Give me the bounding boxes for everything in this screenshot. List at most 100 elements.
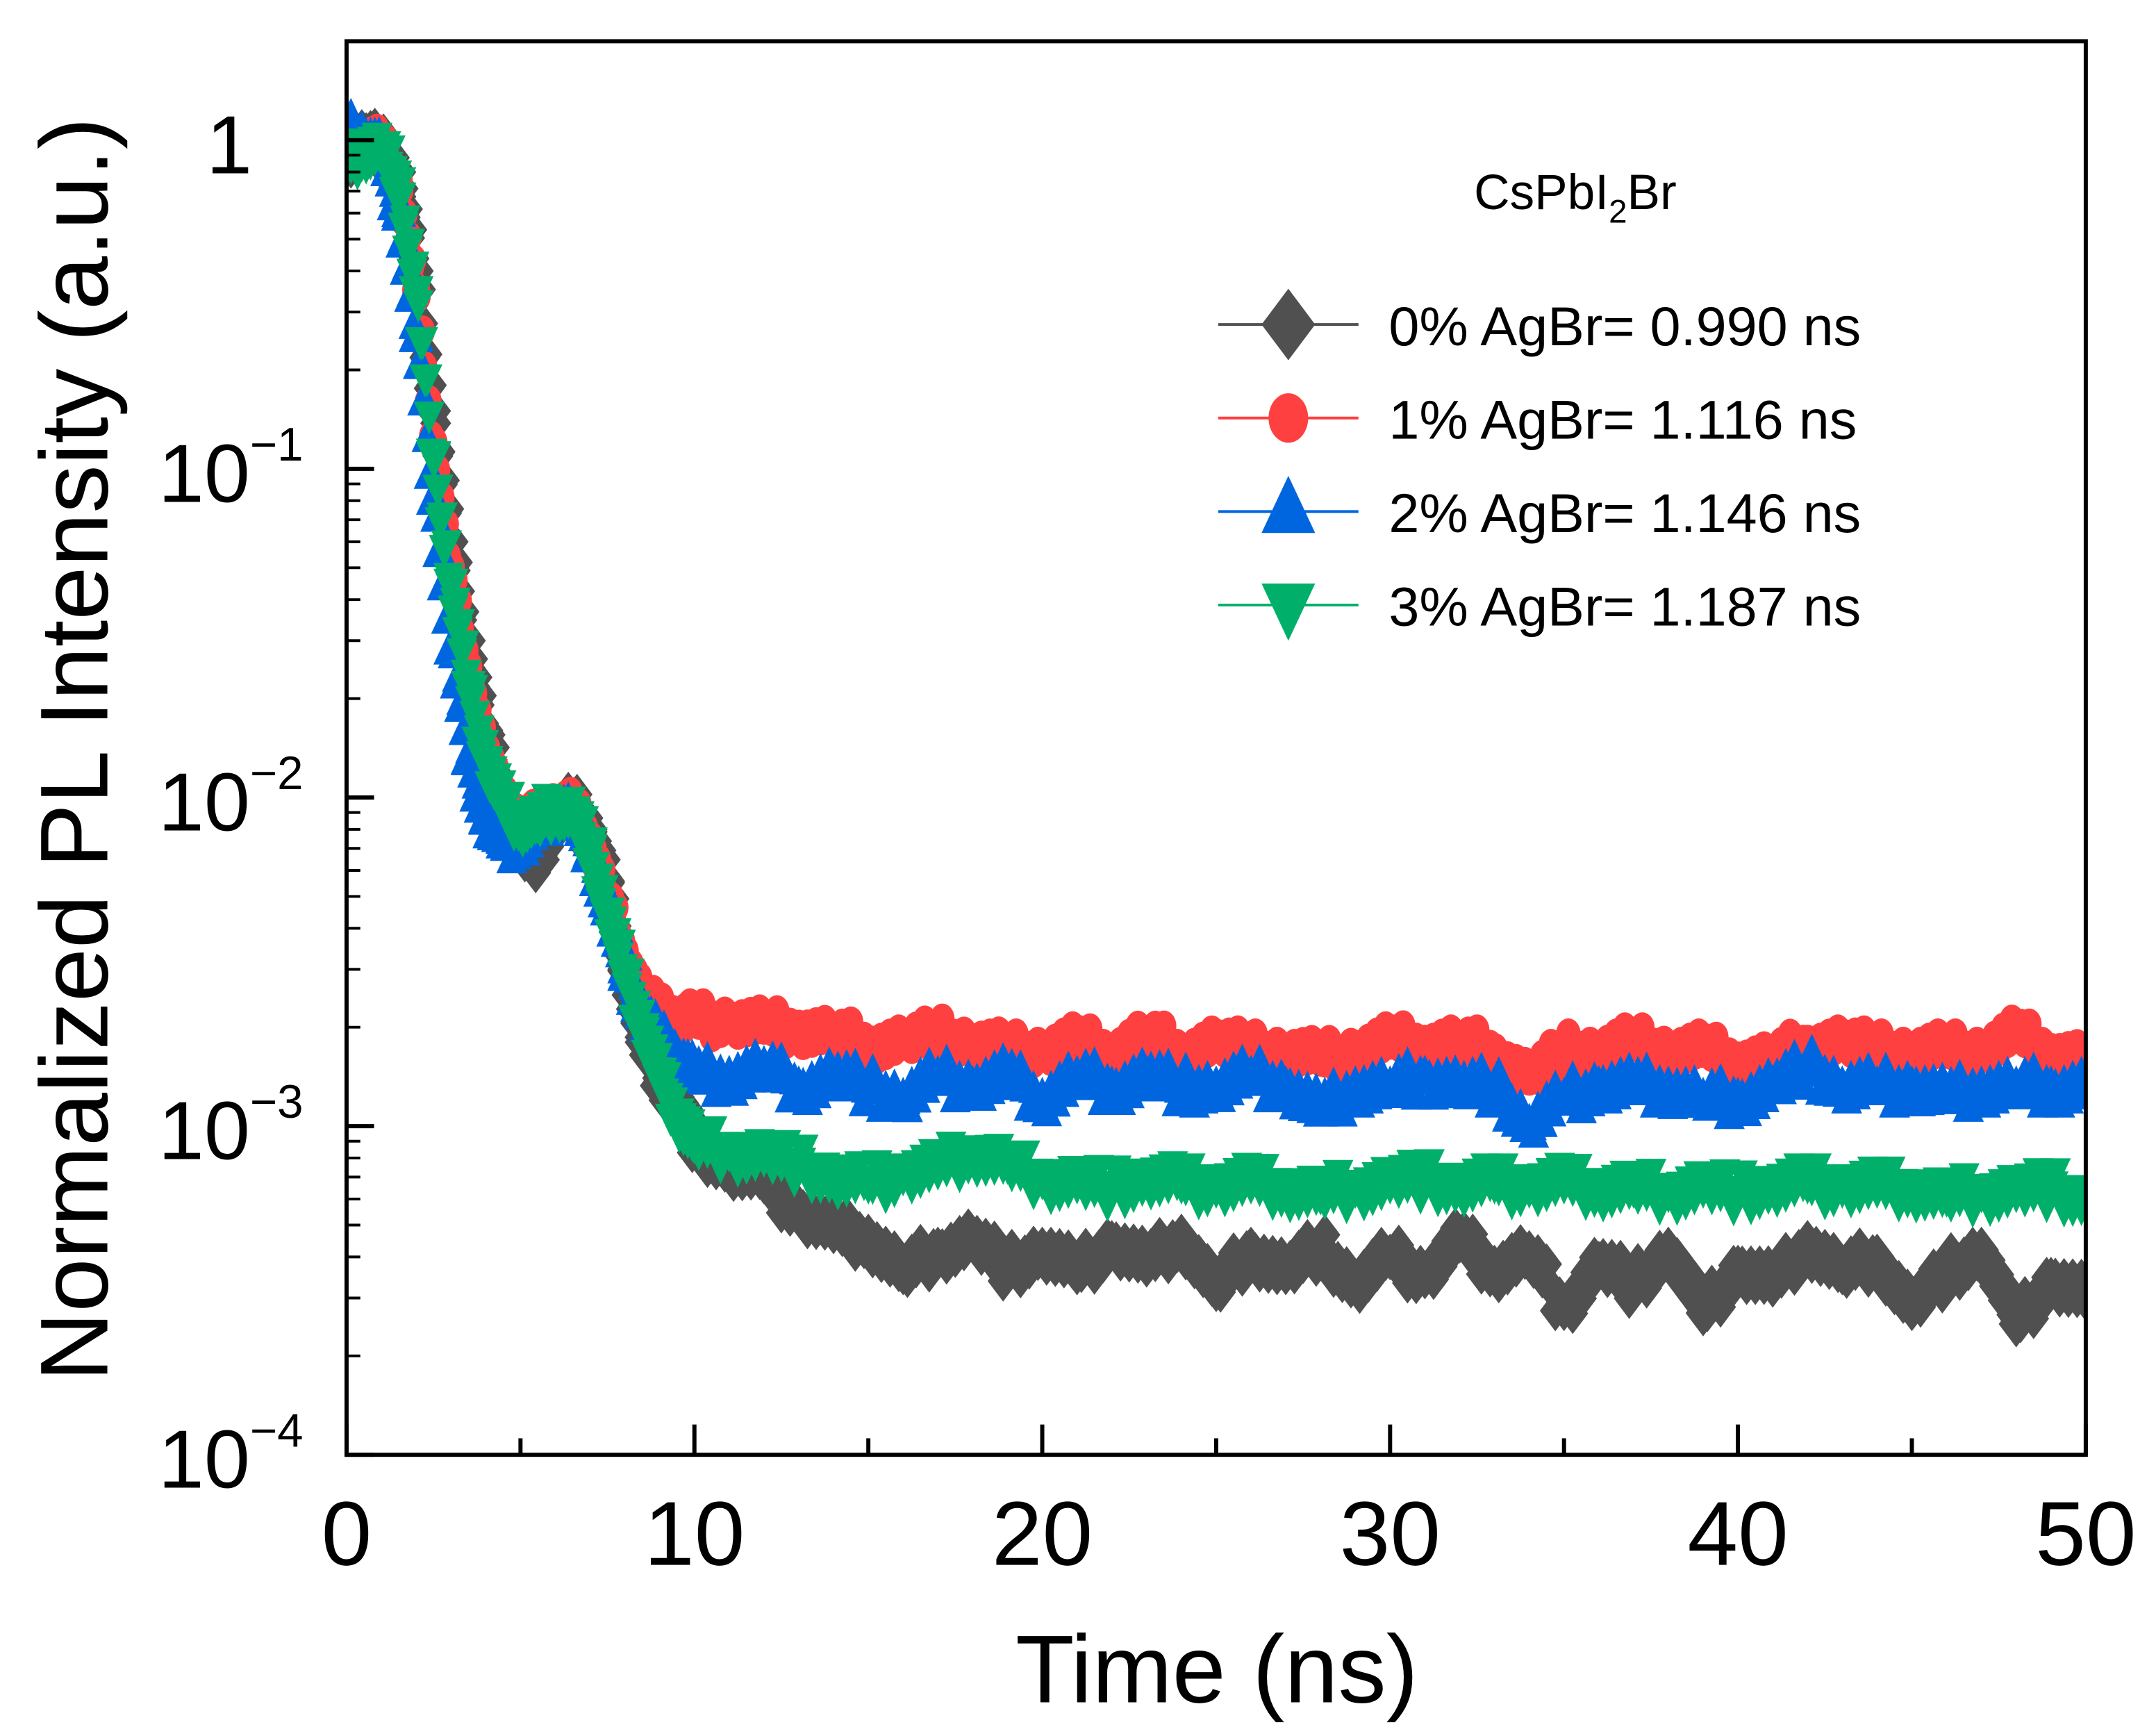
legend: 0% AgBr= 0.990 ns 1% AgBr= 1.116 ns 2% AgB… <box>1218 288 1861 641</box>
data-point <box>1063 1025 1091 1060</box>
legend-label: 2% AgBr= 1.146 ns <box>1388 482 1861 544</box>
y-tick-label: 1 <box>206 99 252 191</box>
legend-title: CsPbI2Br <box>1474 165 1677 231</box>
legend-entry: 1% AgBr= 1.116 ns <box>1218 388 1857 450</box>
data-point <box>990 1055 1025 1093</box>
data-point <box>2068 1274 2086 1322</box>
data-point <box>1376 1025 1404 1060</box>
y-axis: 1 10−1 10−2 10−3 10−4 <box>158 40 374 1506</box>
data-point <box>1268 1065 1304 1103</box>
data-point <box>784 1009 813 1045</box>
data-point <box>1271 1032 1300 1068</box>
data-point <box>850 1167 886 1205</box>
data-marker-interp <box>431 530 463 563</box>
x-tick-label: 10 <box>644 1483 745 1585</box>
data-point <box>746 1045 782 1082</box>
data-point <box>1302 1089 1338 1127</box>
y-tick-label: 10−4 <box>158 1405 304 1505</box>
data-point <box>1025 1226 1060 1274</box>
data-point <box>959 1025 987 1060</box>
data-marker-interp <box>426 502 458 536</box>
data-point <box>346 149 365 187</box>
data-marker-interp <box>398 251 430 285</box>
data-point <box>1894 1065 1930 1103</box>
data-point <box>1964 1226 1999 1274</box>
data-point <box>381 167 417 205</box>
data-point <box>1685 1171 1721 1209</box>
data-point <box>1619 1025 1648 1060</box>
data-point <box>1650 1226 1686 1274</box>
data-point <box>920 1055 956 1093</box>
data-point <box>1411 1025 1439 1060</box>
legend-label: 0% AgBr= 0.990 ns <box>1388 295 1861 357</box>
data-point <box>1442 1065 1477 1103</box>
data-point <box>1584 1032 1613 1068</box>
data-marker-interp <box>448 630 480 664</box>
data-point <box>1790 1167 1825 1205</box>
data-point <box>850 1065 886 1103</box>
data-point <box>659 1098 695 1136</box>
data-point <box>1720 1175 1756 1214</box>
data-point <box>1654 1032 1683 1068</box>
data-point <box>1515 1060 1543 1096</box>
data-point <box>433 568 469 606</box>
data-point <box>1859 1171 1895 1209</box>
data-point <box>1477 1244 1512 1292</box>
data-point <box>955 1135 990 1173</box>
data-point <box>1445 1025 1474 1060</box>
data-point <box>2033 1065 2069 1103</box>
data-point <box>1511 1230 1547 1277</box>
y-tick-label: 10−2 <box>158 747 304 848</box>
data-point <box>398 276 434 314</box>
x-tick-label: 0 <box>322 1483 372 1585</box>
data-point <box>1132 1016 1161 1052</box>
plot-marks <box>346 97 2086 1348</box>
data-point <box>781 1147 817 1185</box>
data-marker-interp <box>1079 1046 1110 1080</box>
data-marker-interp <box>588 875 619 909</box>
data-point <box>1407 1163 1443 1201</box>
data-marker-interp <box>394 229 425 262</box>
series-3 <box>346 122 2086 1228</box>
data-point <box>711 1135 747 1173</box>
data-point <box>1202 1025 1231 1060</box>
data-point <box>1059 1055 1095 1093</box>
data-point <box>854 1025 883 1060</box>
data-marker-interp <box>422 474 454 508</box>
data-point <box>680 1002 708 1038</box>
y-axis-label: Normalized PL Intensity (a.u.) <box>22 117 128 1382</box>
legend-label: 3% AgBr= 1.187 ns <box>1388 576 1861 638</box>
data-point <box>1477 1167 1512 1205</box>
data-point <box>885 1248 921 1296</box>
data-point <box>1546 1167 1582 1205</box>
y-tick-label: 10−1 <box>158 419 304 520</box>
data-point <box>642 1064 677 1102</box>
data-point <box>1129 1241 1165 1288</box>
data-point <box>1302 1223 1338 1271</box>
data-point <box>815 1163 852 1201</box>
data-point <box>572 834 608 872</box>
x-axis-label: Time (ns) <box>1015 1617 1418 1723</box>
data-point <box>1233 1226 1269 1274</box>
data-point <box>1341 1032 1370 1068</box>
data-point <box>1268 1248 1304 1296</box>
data-point <box>1511 1171 1547 1209</box>
data-point <box>889 1025 918 1060</box>
data-point <box>1550 1032 1578 1068</box>
data-point <box>1233 1055 1269 1093</box>
data-point <box>1929 1248 1964 1296</box>
data-point <box>1859 1065 1895 1103</box>
data-point <box>1755 1261 1791 1308</box>
data-point <box>1094 1171 1129 1209</box>
data-point <box>1998 1065 2034 1103</box>
data-point <box>1998 1300 2034 1348</box>
data-point <box>1689 1032 1718 1068</box>
data-point <box>1720 1076 1756 1114</box>
data-point <box>1932 1032 1961 1068</box>
data-point <box>1825 1065 1860 1103</box>
legend-marker <box>1261 584 1316 641</box>
data-point <box>920 1153 956 1191</box>
data-point <box>1163 1065 1200 1103</box>
data-point <box>990 1147 1025 1185</box>
data-point <box>363 133 399 171</box>
